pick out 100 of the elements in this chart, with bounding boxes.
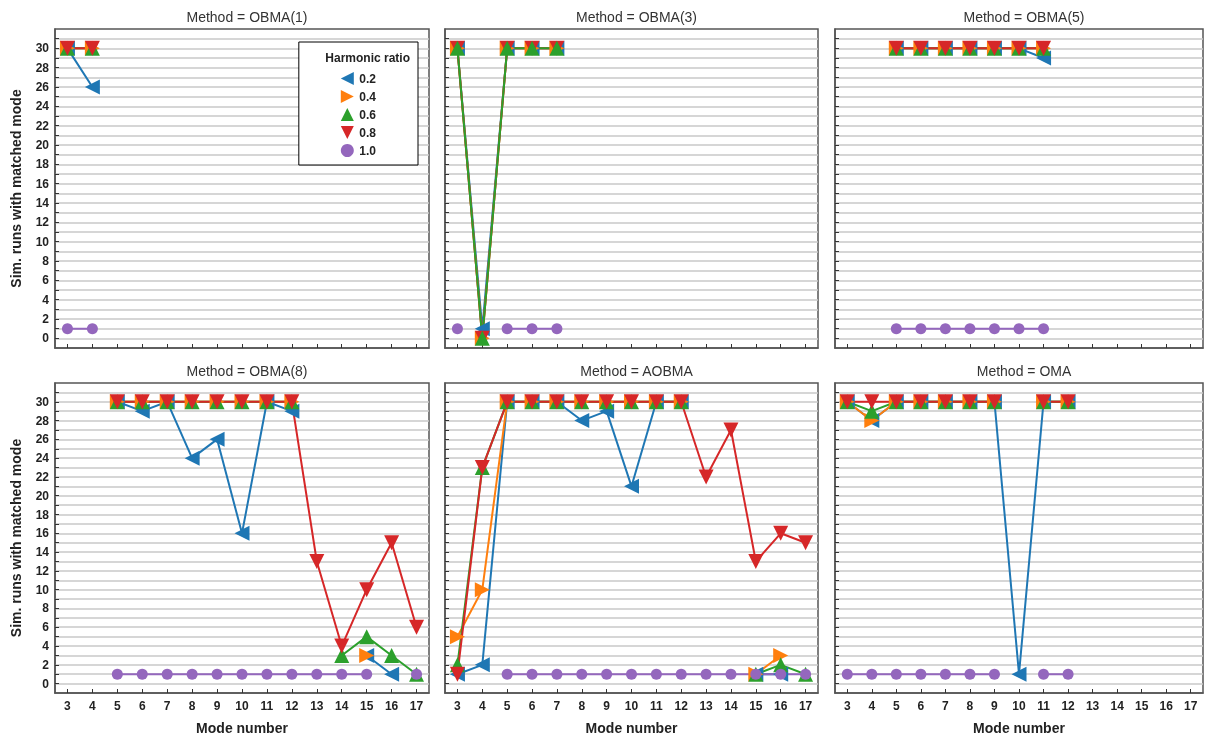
x-tick-label: 9 <box>213 699 221 713</box>
point <box>675 668 687 680</box>
point <box>748 553 764 569</box>
y-tick-label: 14 <box>35 545 50 560</box>
point <box>1011 666 1027 682</box>
x-tick-label: 6 <box>917 699 925 713</box>
point <box>841 668 853 680</box>
y-tick-label: 12 <box>35 215 50 230</box>
point <box>384 535 400 551</box>
x-tick-label: 9 <box>603 699 611 713</box>
point <box>526 668 538 680</box>
point <box>211 668 223 680</box>
y-tick-label: 2 <box>42 657 50 672</box>
point <box>111 668 123 680</box>
x-tick-label: 3 <box>454 699 462 713</box>
x-tick-label: 17 <box>1184 699 1198 713</box>
y-tick-label: 30 <box>35 394 50 409</box>
x-tick-label: 15 <box>1134 699 1149 713</box>
y-tick-label: 4 <box>42 292 50 307</box>
point <box>474 582 490 598</box>
x-tick-label: 17 <box>409 699 424 713</box>
y-tick-label: 22 <box>35 118 50 133</box>
x-tick-label: 12 <box>1061 699 1076 713</box>
legend-label: 0.6 <box>359 107 377 122</box>
x-axis-title: Mode number <box>196 720 289 736</box>
point <box>939 668 951 680</box>
point <box>798 535 814 551</box>
point <box>161 668 173 680</box>
chart-title: Method = OMA <box>976 363 1072 379</box>
point <box>136 668 148 680</box>
point <box>184 450 200 466</box>
y-tick-label: 28 <box>35 60 50 75</box>
y-tick-label: 16 <box>35 176 50 191</box>
x-tick-label: 3 <box>64 699 72 713</box>
x-tick-label: 14 <box>724 699 738 713</box>
point <box>359 582 375 598</box>
y-tick-label: 20 <box>35 138 50 152</box>
legend-label: 1.0 <box>359 143 377 158</box>
y-tick-label: 8 <box>42 601 50 616</box>
y-tick-label: 24 <box>35 99 50 114</box>
point <box>261 668 273 680</box>
point <box>626 668 637 680</box>
point <box>964 668 976 680</box>
point <box>698 469 714 485</box>
point <box>186 668 198 680</box>
y-tick-label: 2 <box>42 312 50 326</box>
point <box>1062 668 1074 680</box>
y-tick-label: 24 <box>35 451 50 466</box>
y-tick-label: 12 <box>35 563 50 578</box>
point <box>409 619 425 635</box>
point <box>474 657 490 673</box>
x-tick-label: 9 <box>991 699 999 713</box>
x-tick-label: 13 <box>310 699 324 713</box>
y-tick-label: 16 <box>35 526 50 541</box>
y-tick-label: 30 <box>35 41 50 56</box>
point <box>61 323 73 335</box>
point <box>700 668 712 680</box>
point <box>86 323 98 335</box>
x-tick-label: 11 <box>260 699 274 713</box>
point <box>359 629 375 645</box>
y-tick-label: 10 <box>35 234 50 249</box>
point <box>866 668 878 680</box>
x-tick-label: 4 <box>868 699 876 713</box>
x-tick-label: 8 <box>188 699 196 713</box>
point <box>601 668 613 680</box>
x-tick-label: 12 <box>674 699 689 713</box>
y-tick-label: 28 <box>35 413 50 428</box>
y-tick-label: 26 <box>35 432 50 447</box>
legend-label: 0.8 <box>359 125 377 140</box>
x-tick-label: 16 <box>1159 699 1174 713</box>
x-tick-label: 15 <box>359 699 374 713</box>
y-tick-label: 20 <box>35 488 50 503</box>
point <box>334 638 350 654</box>
x-axis-title: Mode number <box>585 720 678 736</box>
chart-title: Method = OBMA(8) <box>186 363 308 379</box>
x-tick-label: 16 <box>774 699 788 713</box>
y-tick-label: 22 <box>35 469 50 484</box>
point <box>624 478 639 494</box>
chart-title: Method = OBMA(1) <box>186 9 308 25</box>
point <box>890 668 902 680</box>
point <box>576 668 588 680</box>
point <box>551 668 563 680</box>
y-tick-label: 14 <box>35 196 50 210</box>
x-tick-label: 4 <box>89 699 97 713</box>
x-tick-label: 4 <box>478 699 486 713</box>
y-tick-label: 6 <box>42 620 50 635</box>
legend-title: Harmonic ratio <box>325 51 410 65</box>
y-axis-title: Sim. runs with matched mode <box>8 89 24 288</box>
x-tick-label: 11 <box>650 699 664 713</box>
x-tick-label: 8 <box>578 699 586 713</box>
x-axis-title: Mode number <box>973 720 1066 736</box>
x-tick-label: 5 <box>892 699 900 713</box>
x-tick-label: 11 <box>1037 699 1051 713</box>
y-tick-label: 8 <box>42 254 50 268</box>
x-tick-label: 10 <box>624 699 639 713</box>
x-tick-label: 13 <box>1085 699 1100 713</box>
x-tick-label: 3 <box>843 699 851 713</box>
y-tick-label: 18 <box>35 507 50 522</box>
x-tick-label: 16 <box>384 699 399 713</box>
point <box>384 666 400 682</box>
